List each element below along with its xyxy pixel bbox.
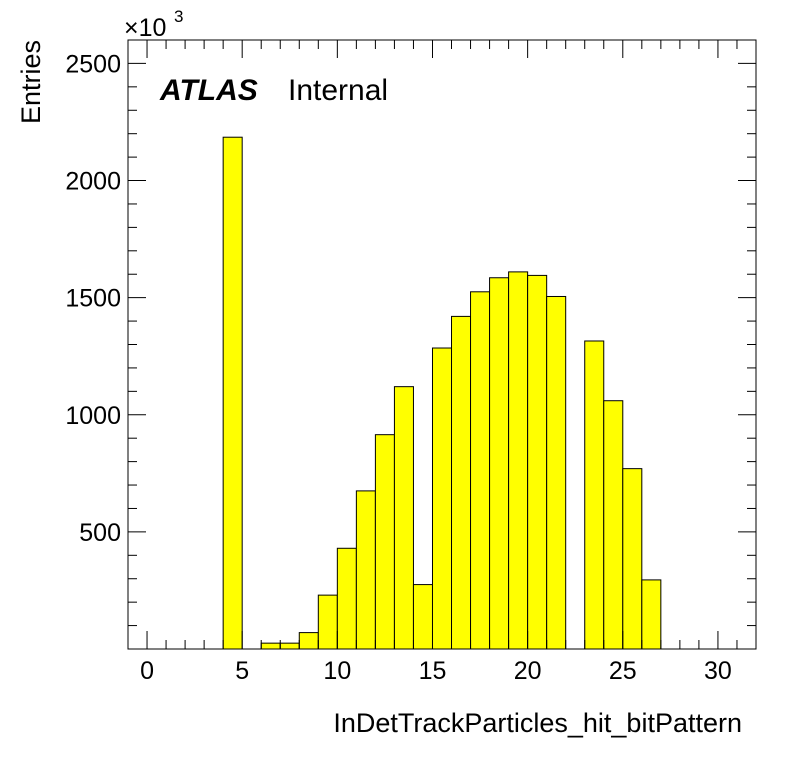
histogram-bar — [374, 434, 395, 650]
x-tick-label: 25 — [609, 657, 637, 685]
histogram-bar — [622, 468, 643, 650]
histogram-bar — [641, 579, 662, 650]
y-tick-label: 1500 — [65, 285, 121, 313]
y-tick-label: 500 — [79, 519, 121, 547]
y-tick-label: 2500 — [65, 50, 121, 78]
x-tick-label: 15 — [419, 657, 447, 685]
y-tick-label: 2000 — [65, 168, 121, 196]
histogram-bar — [470, 291, 491, 650]
atlas-label: ATLAS — [159, 74, 258, 107]
histogram-bar — [451, 315, 472, 650]
y-multiplier-base: ×10 — [124, 14, 166, 42]
y-axis-title: Entries — [16, 40, 46, 124]
x-axis-title: InDetTrackParticles_hit_bitPattern — [333, 708, 742, 738]
x-tick-labels: 0 5 10 15 20 25 30 — [140, 657, 732, 685]
internal-label: Internal — [288, 74, 388, 107]
axis-ticks — [128, 39, 756, 649]
x-tick-label: 5 — [235, 657, 249, 685]
y-multiplier-exponent: 3 — [174, 7, 183, 26]
histogram-bar — [489, 277, 510, 650]
histogram-bar — [279, 642, 300, 650]
histogram-bar — [336, 547, 357, 650]
histogram-bar — [527, 274, 548, 650]
histogram-bar — [393, 386, 414, 650]
y-multiplier: ×10 3 — [124, 7, 183, 42]
y-tick-label: 1000 — [65, 402, 121, 430]
histogram-bar — [431, 347, 453, 650]
histogram-bar — [584, 340, 605, 650]
histogram-bar — [412, 584, 433, 650]
y-tick-labels: 500 1000 1500 2000 2500 — [65, 50, 121, 546]
x-tick-label: 20 — [514, 657, 542, 685]
histogram-bar — [508, 271, 529, 650]
x-tick-label: 10 — [323, 657, 351, 685]
histogram-bar — [355, 490, 376, 650]
histogram-bar — [317, 594, 338, 650]
histogram-bar — [222, 136, 243, 650]
x-tick-label: 30 — [704, 657, 732, 685]
histogram-bar — [260, 642, 281, 650]
histogram-bar — [298, 632, 319, 650]
histogram-bar — [603, 400, 624, 650]
x-tick-label: 0 — [140, 657, 154, 685]
histogram-bar — [546, 295, 567, 650]
histogram-bars — [222, 136, 662, 650]
